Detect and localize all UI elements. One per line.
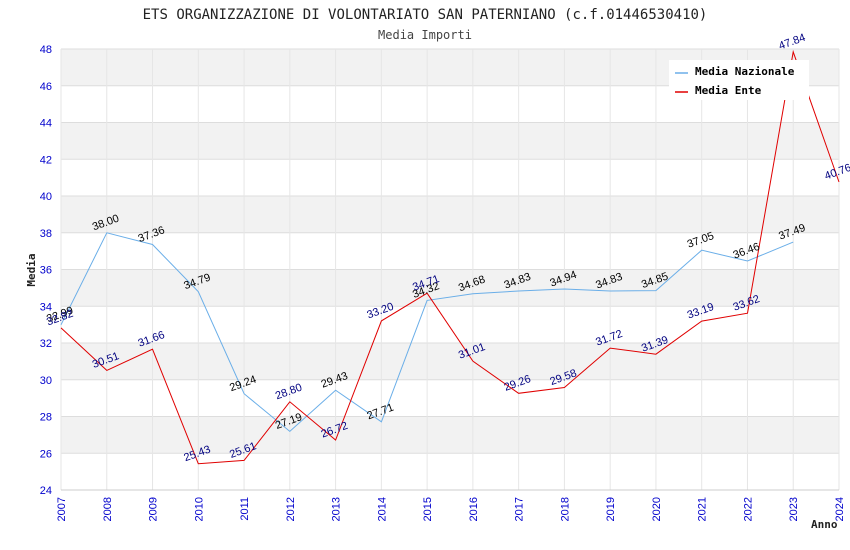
series-lines: [60, 49, 840, 465]
y-tick-label: 42: [40, 154, 52, 166]
y-tick-label: 32: [40, 338, 52, 350]
x-tick-label: 2015: [422, 497, 434, 521]
y-tick-label: 38: [40, 228, 52, 240]
x-tick-label: 2021: [697, 497, 709, 521]
x-axis-ticks: 2007 2008 2009 2010 2011 2012 2013 2014 2015 2016…: [56, 497, 846, 521]
y-tick-label: 44: [40, 118, 52, 130]
grid-band: [61, 122, 839, 160]
x-tick-label: 2022: [742, 497, 754, 521]
y-tick-label: 26: [40, 448, 52, 460]
x-tick-label: 2014: [376, 497, 388, 521]
x-tick-label: 2024: [834, 497, 846, 521]
x-tick-label: 2018: [559, 497, 571, 521]
x-tick-label: 2013: [331, 497, 343, 521]
gridlines: [60, 48, 840, 491]
y-axis-label: Media: [25, 253, 38, 286]
grid-band: [61, 416, 839, 454]
y-tick-label: 40: [40, 191, 52, 203]
y-tick-label: 30: [40, 375, 52, 387]
x-tick-label: 2019: [605, 497, 617, 521]
chart-subtitle: Media Importi: [378, 28, 472, 42]
x-axis-label: Anno: [811, 518, 838, 531]
x-tick-label: 2020: [651, 497, 663, 521]
series-line-media-ente: [60, 49, 840, 465]
x-tick-label: 2017: [514, 497, 526, 521]
x-tick-label: 2007: [56, 497, 68, 521]
x-tick-label: 2023: [788, 497, 800, 521]
legend: Media Nazionale Media Ente: [669, 60, 809, 100]
grid-bands: [61, 49, 839, 454]
grid-band: [61, 196, 839, 233]
x-tick-label: 2009: [148, 497, 160, 521]
y-tick-label: 36: [40, 265, 52, 277]
x-tick-label: 2010: [193, 497, 205, 521]
x-tick-label: 2008: [102, 497, 114, 521]
x-tick-label: 2011: [239, 497, 251, 521]
y-tick-label: 46: [40, 81, 52, 93]
legend-label-media-nazionale: Media Nazionale: [695, 65, 795, 78]
series-line-media-nazionale: [60, 232, 794, 433]
y-axis-ticks: 24 26 28 30 32 34 36 38 40 42 44 46 48: [40, 44, 52, 497]
y-tick-label: 24: [40, 485, 52, 497]
grid-band: [61, 343, 839, 380]
chart-title: ETS ORGANIZZAZIONE DI VOLONTARIATO SAN P…: [143, 7, 708, 23]
x-tick-label: 2012: [285, 497, 297, 521]
grid-band: [61, 269, 839, 307]
y-tick-label: 48: [40, 44, 52, 56]
legend-label-media-ente: Media Ente: [695, 84, 762, 97]
data-label-media-ente: 40.76: [823, 162, 850, 183]
y-tick-label: 28: [40, 412, 52, 424]
x-tick-label: 2016: [468, 497, 480, 521]
data-label-media-ente: 28.80: [274, 382, 304, 403]
y-tick-label: 34: [40, 301, 52, 313]
legend-box: [669, 60, 809, 100]
